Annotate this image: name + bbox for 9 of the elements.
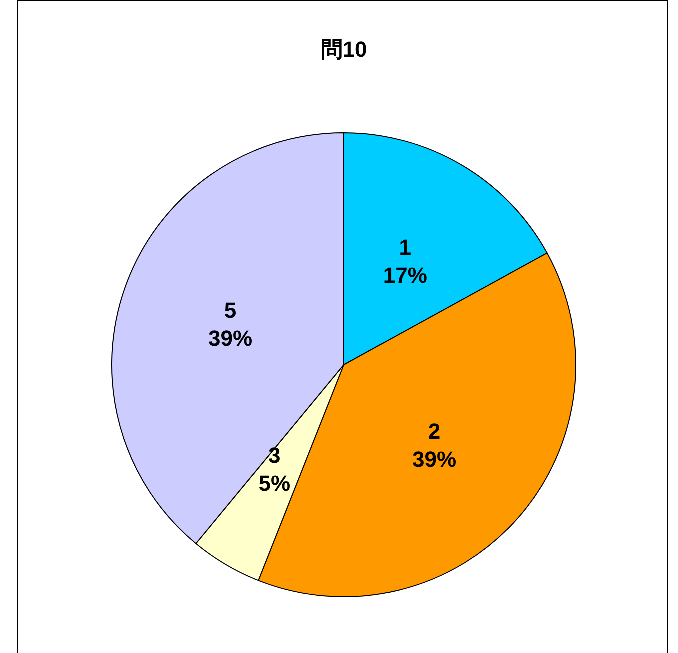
- data-label: 5%: [258, 470, 290, 496]
- slice-label: 2: [428, 418, 441, 444]
- slice-label: 3: [268, 442, 281, 468]
- slice-label: 1: [399, 235, 412, 260]
- data-label: 39%: [208, 326, 253, 352]
- slice-label: 5: [224, 298, 237, 324]
- chart-title: 問10: [320, 37, 368, 62]
- data-label: 17%: [383, 263, 428, 288]
- data-label: 39%: [412, 446, 457, 472]
